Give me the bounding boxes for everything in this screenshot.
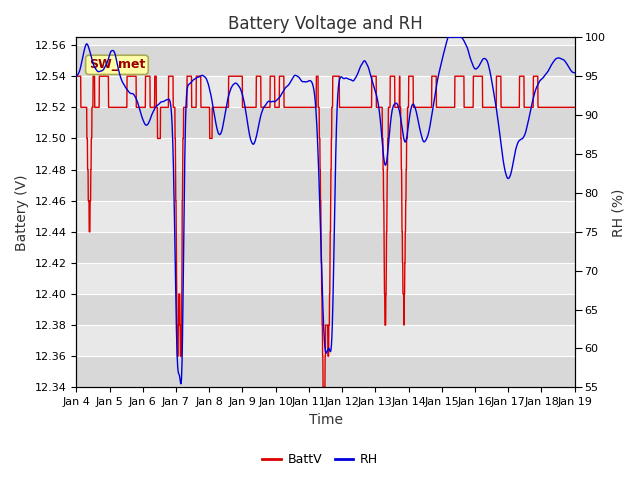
Bar xyxy=(76,45,575,76)
Bar xyxy=(76,169,575,201)
Bar xyxy=(76,294,575,325)
Title: Battery Voltage and RH: Battery Voltage and RH xyxy=(228,15,423,33)
Bar xyxy=(76,263,575,294)
Bar xyxy=(76,76,575,108)
Bar xyxy=(76,232,575,263)
Bar xyxy=(76,325,575,356)
X-axis label: Time: Time xyxy=(308,413,342,427)
Bar xyxy=(76,356,575,387)
Y-axis label: Battery (V): Battery (V) xyxy=(15,174,29,251)
Text: SW_met: SW_met xyxy=(89,59,145,72)
Bar xyxy=(76,138,575,169)
Bar xyxy=(76,201,575,232)
Legend: BattV, RH: BattV, RH xyxy=(257,448,383,471)
Y-axis label: RH (%): RH (%) xyxy=(611,188,625,237)
Bar xyxy=(76,108,575,138)
